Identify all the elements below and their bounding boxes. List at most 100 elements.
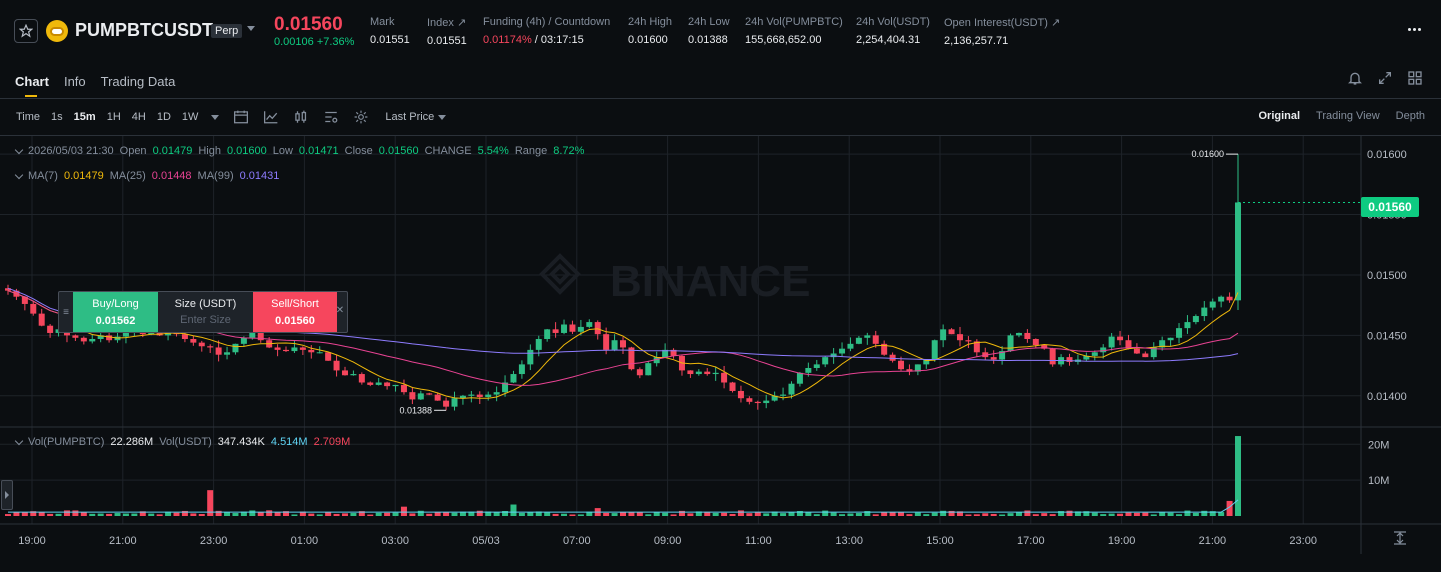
candle-body — [1100, 347, 1107, 353]
scale-toggle-icon[interactable] — [1393, 531, 1407, 545]
time-tick-label: 21:00 — [1199, 535, 1227, 547]
chevron-down-icon[interactable] — [14, 170, 24, 179]
expand-panel-button[interactable] — [1, 480, 13, 510]
volume-bar — [148, 513, 155, 516]
candle-body — [1007, 335, 1014, 352]
gear-icon[interactable] — [353, 110, 369, 124]
view-trading-view[interactable]: Trading View — [1316, 110, 1380, 122]
calendar-icon[interactable] — [233, 110, 249, 124]
candle-body — [872, 335, 879, 344]
buy-long-button[interactable]: Buy/Long 0.01562 — [73, 292, 158, 332]
candle-body — [931, 340, 938, 360]
candle-body — [965, 340, 972, 342]
candle-body — [325, 352, 332, 361]
binance-logo-icon — [539, 253, 581, 295]
interval-1s[interactable]: 1s — [51, 111, 63, 123]
volume-bar — [881, 512, 888, 516]
divider — [0, 98, 1441, 99]
candle-body — [493, 392, 500, 395]
candle-body — [645, 363, 652, 376]
volume-bar — [493, 512, 500, 516]
volume-bar — [864, 511, 871, 516]
volume-bar — [1150, 514, 1157, 516]
ma7-line — [7, 290, 1239, 399]
interval-1w[interactable]: 1W — [181, 111, 199, 123]
stat-value: 0.01551 — [370, 34, 410, 46]
candle-body — [106, 335, 113, 341]
stat-open-interest[interactable]: Open Interest(USDT) ↗ 2,136,257.71 — [944, 16, 1060, 47]
volume-bar — [224, 512, 231, 516]
ma7-label: MA(7) — [28, 170, 58, 182]
candle-body — [224, 352, 231, 355]
candle-body — [1226, 296, 1233, 301]
volume-bar — [502, 510, 509, 516]
candle-body — [384, 382, 391, 387]
drag-handle-icon[interactable]: ≡ — [63, 306, 69, 318]
volume-bar — [1041, 513, 1048, 516]
volume-bar — [956, 511, 963, 516]
expand-icon[interactable] — [1377, 70, 1393, 86]
chevron-down-icon[interactable] — [211, 114, 220, 120]
candle-body — [283, 349, 290, 352]
size-input[interactable] — [165, 314, 246, 326]
volume-bar — [1201, 510, 1208, 516]
volume-bar — [1066, 510, 1073, 516]
close-icon[interactable]: ✕ — [335, 305, 345, 316]
volume-bar — [662, 512, 669, 516]
volume-bar — [1159, 512, 1166, 516]
symbol-name[interactable]: PUMPBTCUSDT — [75, 20, 213, 40]
interval-time[interactable]: Time — [16, 111, 41, 123]
bell-icon[interactable] — [1347, 70, 1363, 86]
volume-bar — [299, 511, 306, 516]
volume-legend: Vol(PUMPBTC) 22.286M Vol(USDT) 347.434K 4.… — [14, 436, 350, 448]
price-type-select[interactable]: Last Price — [385, 111, 447, 123]
volume-bar — [198, 513, 205, 516]
time-tick-label: 15:00 — [926, 535, 954, 547]
candle-body — [1235, 202, 1241, 301]
buy-label: Buy/Long — [92, 298, 139, 310]
interval-4h[interactable]: 4H — [131, 111, 146, 123]
stat-funding: Funding (4h) / Countdown 0.01174% / 03:1… — [483, 16, 610, 46]
sell-short-button[interactable]: Sell/Short 0.01560 — [253, 292, 337, 332]
stat-label: Funding (4h) / Countdown — [483, 16, 611, 28]
candlestick-chart[interactable]: 19:00 21:00 23:00 01:00 03:00 05/03 07:00 09:00… — [0, 136, 1441, 554]
interval-15m[interactable]: 15m — [73, 111, 96, 123]
volume-bar — [552, 513, 559, 516]
volume-bar — [316, 514, 323, 516]
price-tick-label: 0.01400 — [1367, 391, 1407, 403]
volume-bar — [771, 511, 778, 516]
view-depth[interactable]: Depth — [1395, 110, 1425, 122]
tab-trading-data[interactable]: Trading Data — [100, 74, 176, 89]
volume-bar — [510, 504, 517, 516]
favorite-button[interactable] — [14, 19, 38, 43]
stat-value: 0.01174% / 03:17:15 — [483, 34, 610, 46]
tab-info[interactable]: Info — [63, 74, 86, 89]
volume-bar — [207, 490, 214, 516]
more-options-icon[interactable] — [1408, 28, 1421, 31]
legend-low-label: Low — [272, 145, 293, 157]
tab-chart[interactable]: Chart — [15, 74, 49, 97]
chevron-down-icon[interactable] — [14, 145, 24, 154]
stat-index[interactable]: Index ↗ 0.01551 — [427, 16, 467, 47]
interval-1h[interactable]: 1H — [106, 111, 121, 123]
candle-body — [299, 347, 306, 350]
chart-settings-icon[interactable] — [323, 110, 339, 124]
volume-bar — [1058, 511, 1065, 516]
volume-bar — [1032, 514, 1039, 516]
time-tick-label: 19:00 — [1108, 535, 1136, 547]
volume-bar — [754, 511, 761, 516]
view-original[interactable]: Original — [1258, 110, 1301, 122]
volume-bar — [325, 512, 332, 516]
layout-grid-icon[interactable] — [1407, 70, 1423, 86]
chevron-down-icon[interactable] — [247, 26, 255, 31]
indicator-icon[interactable] — [263, 110, 279, 124]
stat-label: 24h Vol(PUMPBTC) — [745, 16, 843, 28]
chevron-down-icon[interactable] — [14, 436, 24, 445]
time-tick-label: 05/03 — [472, 535, 500, 547]
volume-bar — [266, 510, 273, 516]
volume-bar — [21, 512, 28, 516]
candle-style-icon[interactable] — [293, 110, 309, 124]
interval-1d[interactable]: 1D — [156, 111, 171, 123]
candle-body — [156, 331, 163, 336]
candle-body — [417, 393, 424, 400]
